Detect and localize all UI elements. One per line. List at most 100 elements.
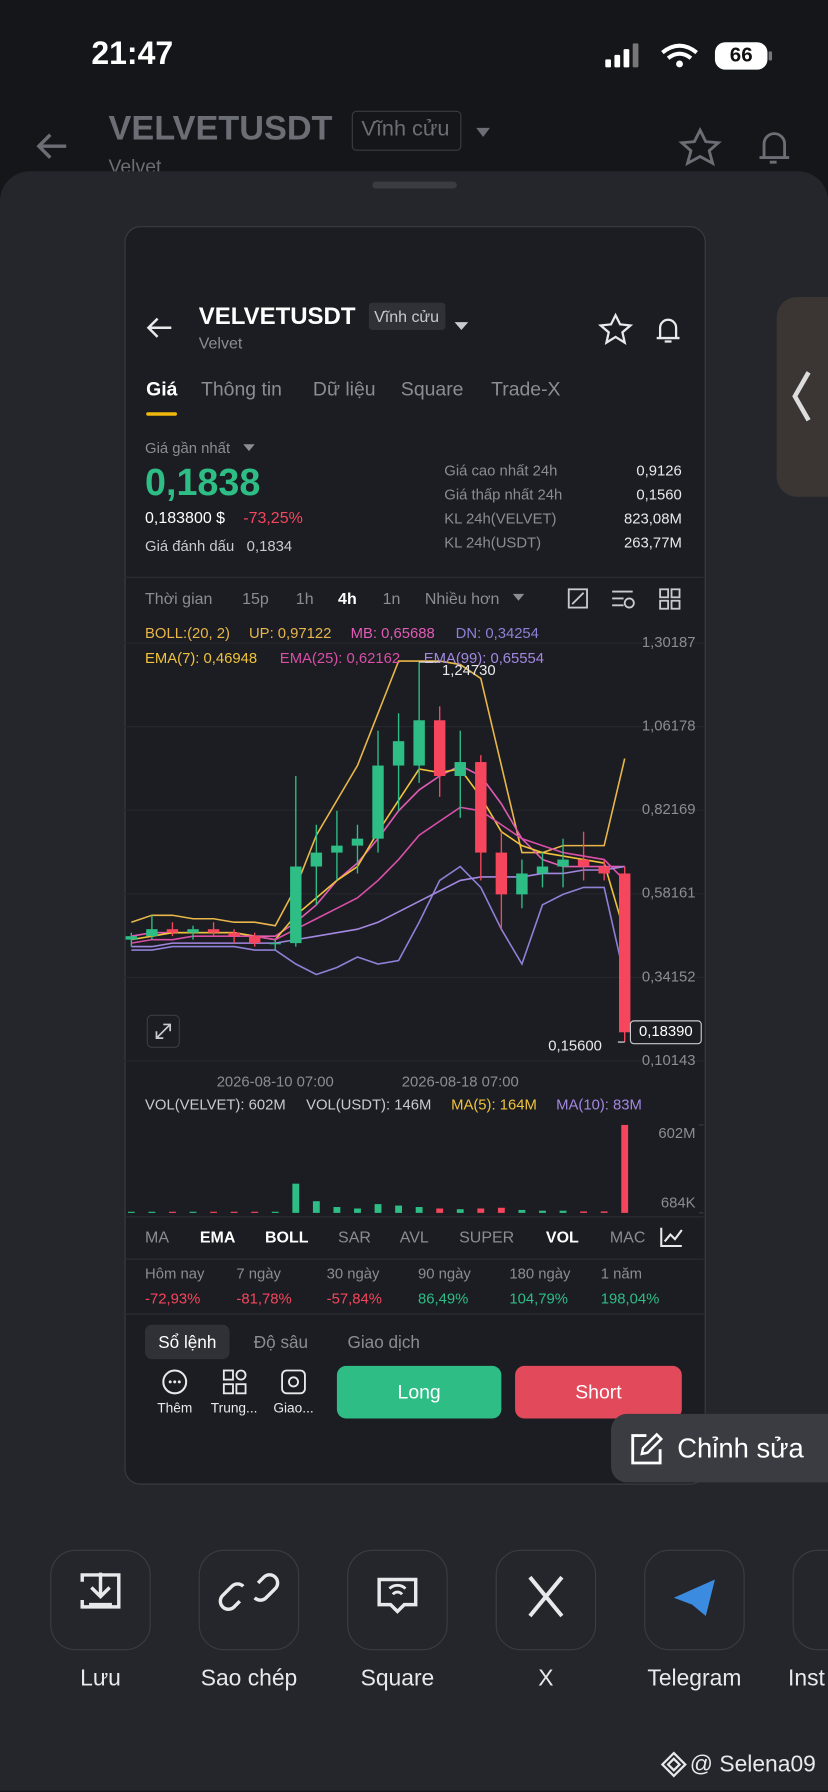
order-tab: Giao dịch <box>347 1333 420 1353</box>
action-label: Giao... <box>273 1400 314 1417</box>
background-symbol: VELVETUSDT <box>108 109 333 148</box>
legend-entry: EMA(99): 0,65554 <box>424 651 544 667</box>
legend-entry: EMA(25): 0,62162 <box>280 651 400 667</box>
indicator-line <box>131 865 626 979</box>
action-label: Trung... <box>210 1400 258 1417</box>
share-button[interactable] <box>198 1549 300 1651</box>
contract-badge <box>368 302 446 331</box>
candle-body <box>372 765 384 839</box>
short-label: Short <box>575 1381 622 1404</box>
active-tab-indicator <box>146 412 178 416</box>
candle-body <box>619 873 631 1033</box>
share-label: X <box>538 1666 554 1692</box>
candle-body <box>269 943 281 945</box>
y-tick-label: 0,34152 <box>642 969 696 985</box>
period: Hôm nay <box>145 1264 205 1282</box>
share-label: Lưu <box>80 1666 121 1692</box>
interval: Nhiều hơn <box>424 589 500 608</box>
volume-bar <box>456 1209 464 1213</box>
legend-title: BOLL:(20, 2) <box>145 626 230 642</box>
edit-label: Chỉnh sửa <box>677 1433 804 1465</box>
card-header-icons <box>146 312 680 345</box>
divider <box>124 1258 704 1260</box>
x-tick-label: 2026-08-18 07:00 <box>402 1075 519 1091</box>
y-tick-label: 0,58161 <box>642 886 696 902</box>
share-button[interactable] <box>347 1549 448 1651</box>
candle-body <box>433 720 446 776</box>
legend-entry: UP: 0,97122 <box>249 626 331 642</box>
volume-bar <box>559 1210 567 1213</box>
period: 180 ngày <box>509 1264 571 1282</box>
candle-body <box>125 936 138 940</box>
period: 1 năm <box>600 1264 643 1282</box>
stat-label: Giá thấp nhất 24h <box>444 485 563 504</box>
indicator-line <box>131 865 625 948</box>
last-price: 0,1838 <box>145 460 261 504</box>
share-label: Telegram <box>647 1666 742 1692</box>
period-change: -72,93% <box>145 1289 201 1308</box>
indicator-tab: MAC <box>609 1227 646 1246</box>
edit-button[interactable] <box>611 1413 828 1483</box>
action-label: Thêm <box>157 1400 193 1417</box>
stat-label: KL 24h(VELVET) <box>444 509 557 528</box>
y-tick-label: 602M <box>658 1126 695 1142</box>
y-tick-label: 0,10143 <box>642 1053 696 1069</box>
short-button[interactable] <box>515 1365 682 1419</box>
indicator-line <box>131 806 626 944</box>
long-button[interactable] <box>336 1365 502 1419</box>
volume-bar <box>436 1208 444 1213</box>
volume-bar <box>497 1207 505 1213</box>
volume-chart: VOL(VELVET): 602M VOL(USDT): 146M MA(5): 1… <box>127 1097 704 1214</box>
share-label: Inst <box>788 1666 825 1692</box>
indicator-settings-icon[interactable] <box>659 1225 684 1248</box>
caret <box>243 444 255 452</box>
share-button[interactable] <box>495 1549 597 1651</box>
candle-body <box>536 866 549 874</box>
volume-bar <box>395 1205 403 1213</box>
order-tab: Độ sâu <box>253 1333 309 1353</box>
volume-bar <box>271 1211 279 1213</box>
order-tab-active[interactable] <box>145 1324 230 1360</box>
volume-bar <box>539 1210 546 1213</box>
price-change: -73,25% <box>243 508 303 527</box>
volume-bar <box>312 1201 320 1213</box>
price-chart[interactable]: 1,30187 1,06178 0,82169 0,58161 0,34152 0,101… <box>124 617 704 1094</box>
clock: 21:47 <box>91 35 174 71</box>
y-tick-label: 1,30187 <box>642 635 696 651</box>
background-header-icons <box>36 125 790 167</box>
contract: Vĩnh cửu <box>374 307 440 326</box>
indicator-tab: MA <box>145 1227 170 1246</box>
volume-bar <box>621 1124 629 1213</box>
share-button[interactable] <box>792 1549 828 1651</box>
volume-bar <box>210 1211 217 1213</box>
mark-label: Giá đánh dấu <box>145 537 235 555</box>
x-tick-label: 2026-08-10 07:00 <box>217 1075 334 1091</box>
volume-bar <box>580 1211 588 1213</box>
legend-entry: EMA(7): 0,46948 <box>145 651 257 667</box>
share-button[interactable] <box>50 1549 151 1651</box>
expand-icon <box>155 1023 172 1039</box>
volume-bar <box>127 1211 135 1213</box>
last-price-box <box>629 1020 702 1045</box>
period: 7 ngày <box>236 1264 282 1282</box>
volume-bar <box>169 1211 176 1213</box>
side-tab[interactable] <box>776 296 828 497</box>
legend-entry: DN: 0,34254 <box>456 626 539 642</box>
stat-value: 823,08M <box>624 509 682 528</box>
volume-bar <box>148 1211 156 1213</box>
indicator-tab: VOL <box>545 1227 579 1246</box>
candle-body <box>557 859 569 867</box>
period-change: -57,84% <box>326 1289 382 1308</box>
divider <box>124 1313 704 1315</box>
volume-bar <box>354 1208 361 1213</box>
tab: Dữ liệu <box>312 378 376 401</box>
name: Velvet <box>198 333 243 352</box>
sheet-handle[interactable] <box>372 181 457 189</box>
interval: 1h <box>295 589 314 608</box>
y-tick-label: 684K <box>661 1196 696 1212</box>
share-label: Square <box>360 1666 435 1692</box>
volume-legend: VOL(VELVET): 602M <box>145 1097 286 1113</box>
volume-bar <box>230 1211 238 1213</box>
candle-body <box>475 762 487 853</box>
